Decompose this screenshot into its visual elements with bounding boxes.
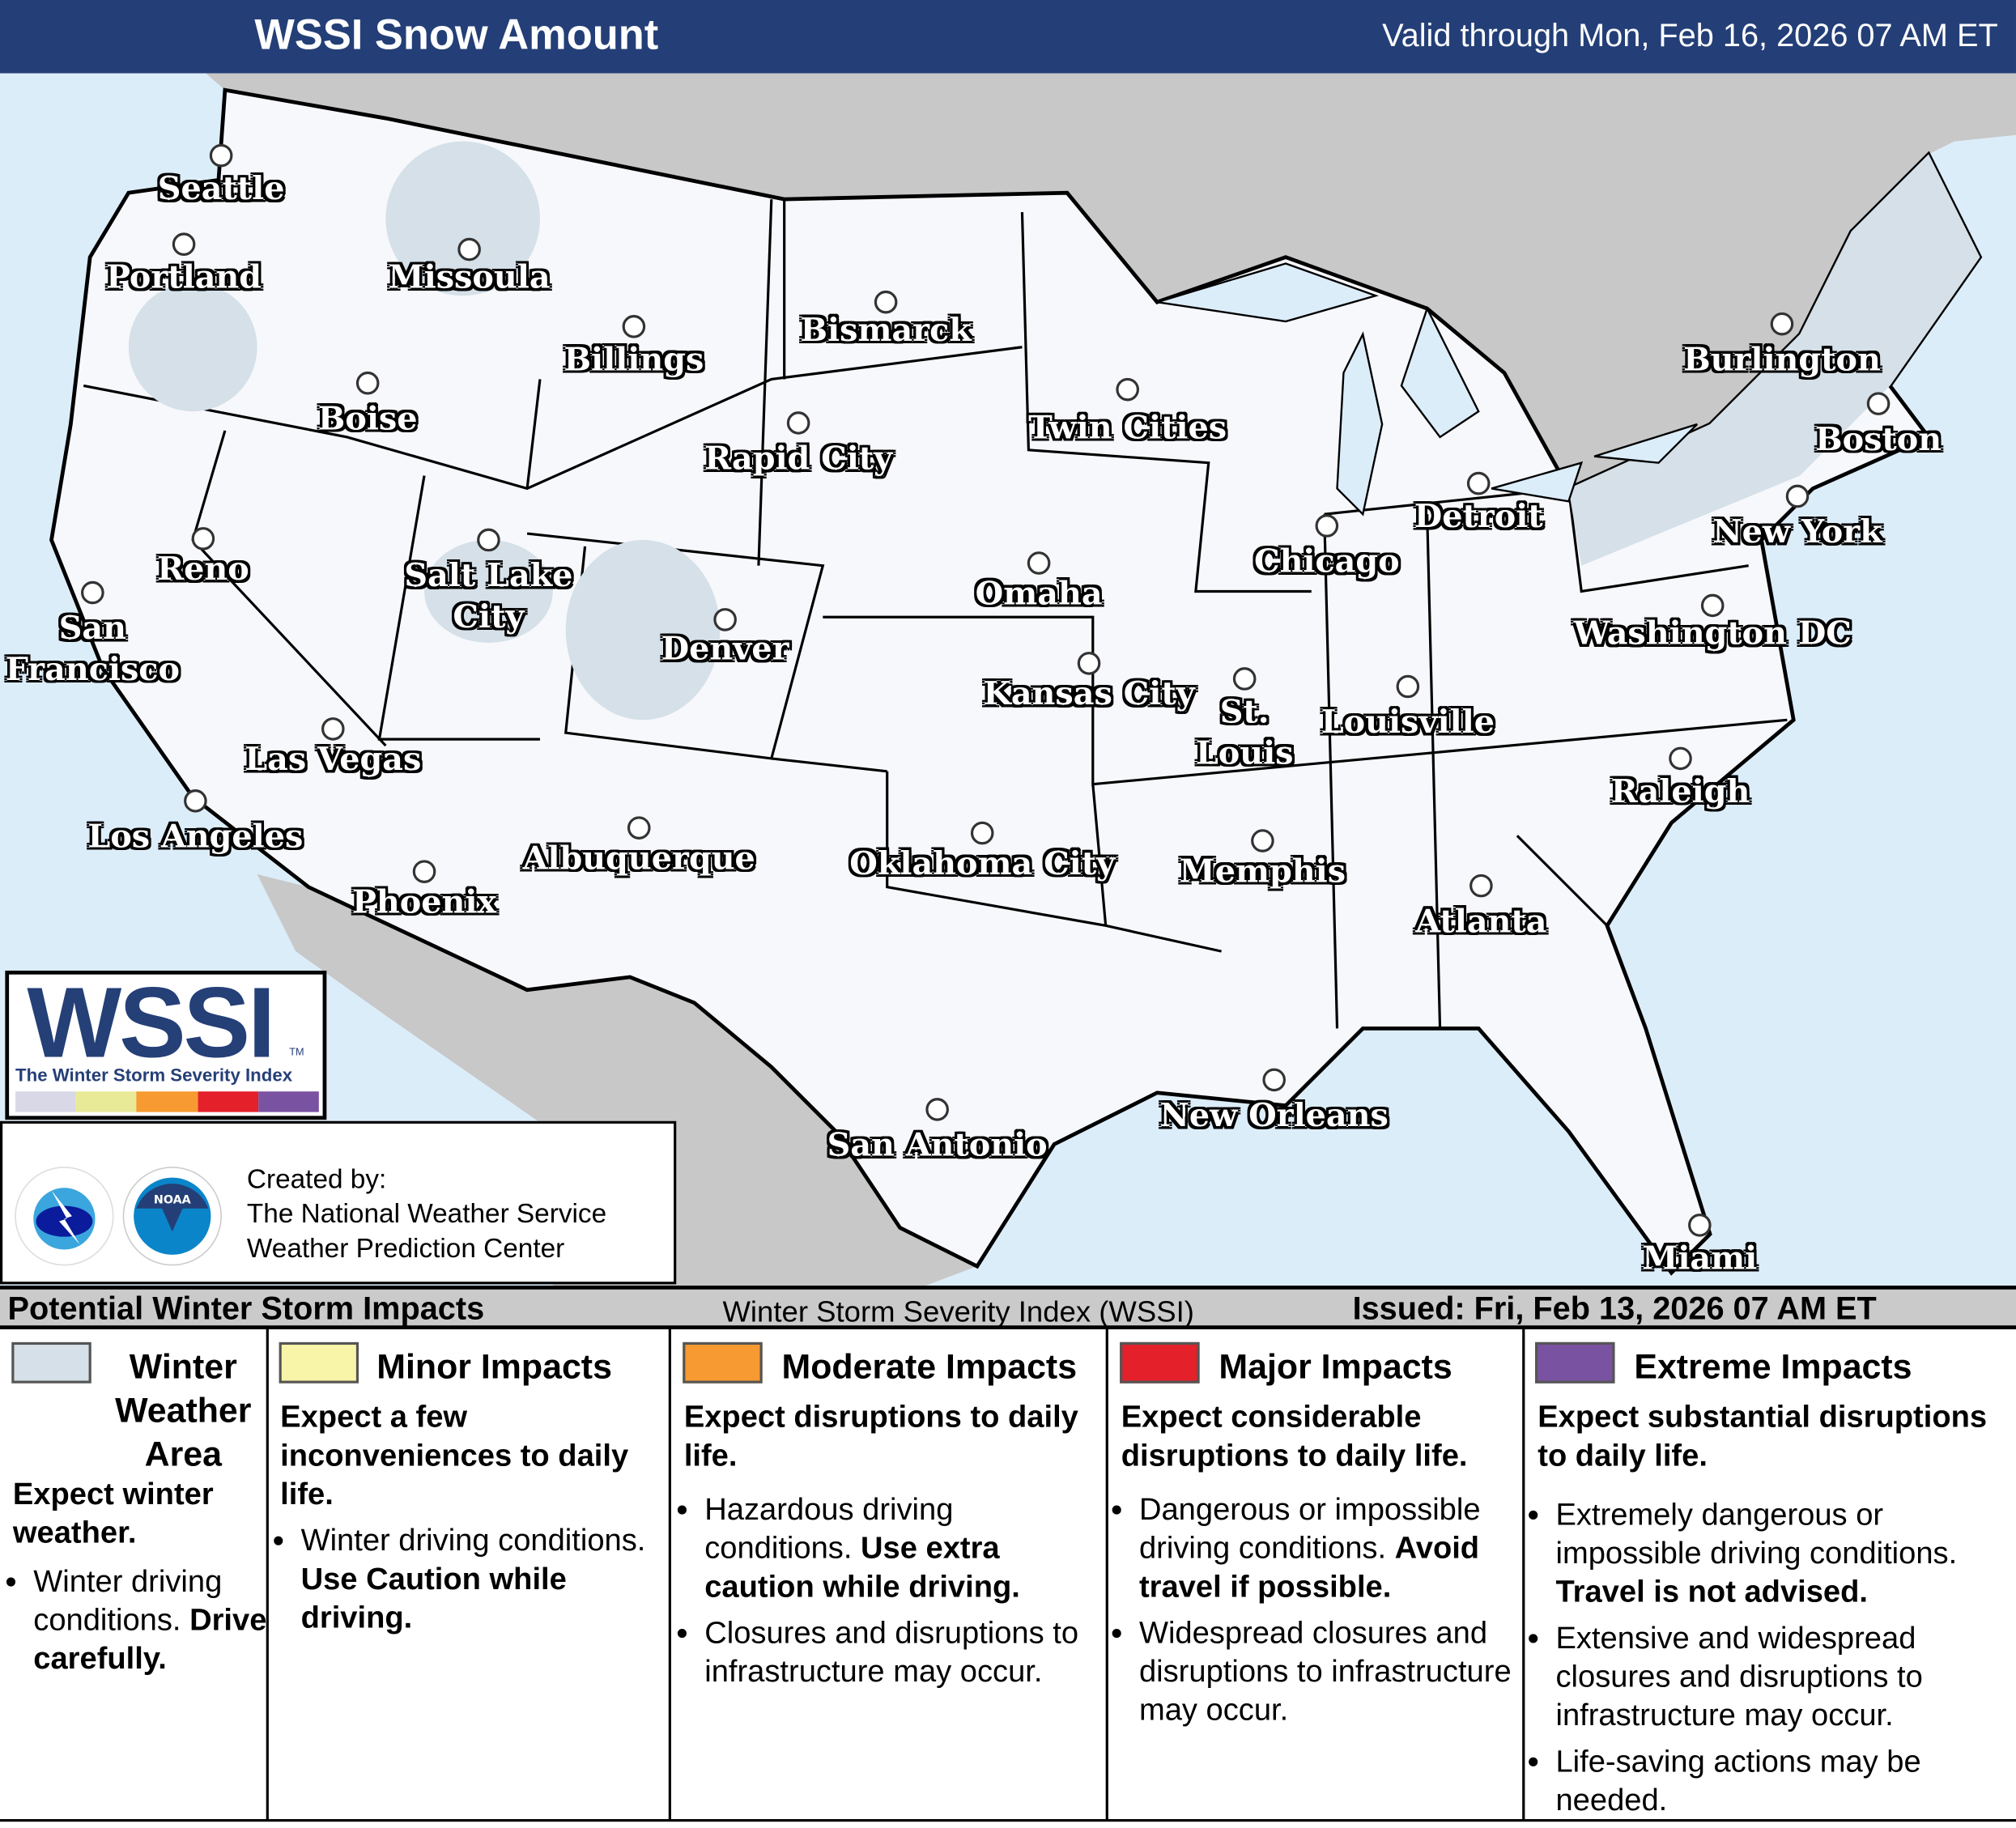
legend-bullet: Widespread closures and disruptions to i… [1139, 1615, 1533, 1731]
credit-line: Weather Prediction Center [246, 1234, 565, 1265]
city-label: Phoenix [352, 882, 497, 921]
city-label: Miami [1642, 1239, 1758, 1277]
legend-head: Expect a few inconveniences to daily lif… [280, 1400, 629, 1512]
canada-land [206, 73, 2016, 489]
city-label: Billings [564, 340, 704, 378]
city-label: Twin Cities [1028, 408, 1227, 447]
city-label: Oklahoma City [849, 844, 1116, 882]
wssi-logo-subtitle: The Winter Storm Severity Index [15, 1064, 293, 1086]
city-label: Salt Lake City [404, 556, 573, 636]
city-label: Memphis [1179, 852, 1346, 890]
legend-head: Expect winter weather. [12, 1477, 214, 1551]
legend-extreme: Extreme Impacts Expect substantial disru… [1525, 1329, 2016, 1819]
legend-bullet: Closures and disruptions to infrastructu… [704, 1615, 1103, 1692]
swatch [1120, 1341, 1200, 1384]
legend-bullet: Extremely dangerous or impossible drivin… [1555, 1496, 2016, 1612]
city-label: Boston [1815, 420, 1942, 458]
city-label: Rapid City [704, 440, 893, 478]
winter-weather-areas [128, 141, 1980, 721]
legend-head: Expect disruptions to daily life. [683, 1400, 1078, 1473]
legend-bullet: Extensive and widespread closures and di… [1555, 1620, 2016, 1736]
city-label: Los Angeles [87, 817, 304, 856]
map-area: Seattle Portland Missoula Billings Bisma… [0, 73, 2016, 1286]
legend-head: Expect substantial disruptions to daily … [1538, 1400, 1988, 1473]
legend-winter-weather: Winter Weather Area Expect winter weathe… [0, 1328, 269, 1820]
city-label: New York [1712, 512, 1882, 551]
city-label: Louisville [1321, 703, 1495, 741]
header: WSSI Snow Amount Valid through Mon, Feb … [0, 0, 2016, 74]
swatch [279, 1341, 359, 1384]
impact-legend: Winter Weather Area Expect winter weathe… [0, 1328, 2016, 1822]
great-lakes [1156, 262, 1699, 517]
legend-bullet: Dangerous or impossible driving conditio… [1139, 1491, 1533, 1607]
city-label: Burlington [1683, 340, 1881, 378]
legend-bullet: Winter driving conditions. Drive careful… [33, 1563, 278, 1679]
credit-box: NOAA Created by: The National Weather Se… [0, 1120, 677, 1285]
city-label: San Francisco [5, 609, 180, 688]
city-label: Albuquerque [522, 839, 755, 878]
credit-text: Created by: The National Weather Service… [247, 1163, 606, 1267]
trademark: TM [289, 1046, 304, 1058]
valid-time: Valid through Mon, Feb 16, 2026 07 AM ET [1382, 18, 1998, 54]
legend-bullet: Hazardous driving conditions. Use extra … [704, 1491, 1103, 1607]
city-label: Boise [317, 399, 418, 437]
city-label: Chicago [1253, 542, 1400, 580]
city-label: Kansas City [983, 674, 1195, 712]
city-label: Bismarck [800, 311, 972, 349]
map-title: WSSI Snow Amount [254, 10, 659, 58]
city-label: Omaha [975, 574, 1103, 612]
legend-title: Moderate Impacts [781, 1347, 1078, 1386]
city-label: New Orleans [1159, 1096, 1389, 1134]
legend-minor: Minor Impacts Expect a few inconvenience… [269, 1328, 674, 1820]
legend-title: Extreme Impacts [1634, 1347, 1912, 1386]
us-land [49, 87, 1983, 1276]
city-label: Washington DC [1573, 614, 1852, 653]
city-label: Raleigh [1610, 772, 1750, 810]
city-label: Las Vegas [245, 740, 422, 778]
legend-title-bar: Potential Winter Storm Impacts Winter St… [0, 1286, 2016, 1329]
legend-heading: Potential Winter Storm Impacts [7, 1290, 485, 1327]
legend-major: Major Impacts Expect considerable disrup… [1108, 1328, 1525, 1820]
city-label: Detroit [1414, 497, 1543, 535]
city-label: Atlanta [1415, 902, 1547, 940]
noaa-logo-icon: NOAA [122, 1167, 222, 1266]
legend-subheading: Winter Storm Severity Index (WSSI) [722, 1294, 1194, 1328]
city-label: Denver [661, 630, 789, 668]
wssi-logo: WSSI TM The Winter Storm Severity Index [5, 966, 327, 1120]
mexico-land [257, 874, 977, 1286]
swatch [1535, 1341, 1615, 1384]
city-label: San Antonio [827, 1126, 1048, 1164]
legend-title: Major Impacts [1219, 1347, 1452, 1386]
wssi-color-bar [15, 1091, 319, 1112]
legend-moderate: Moderate Impacts Expect disruptions to d… [671, 1328, 1108, 1820]
legend-head: Expect considerable disruptions to daily… [1121, 1400, 1468, 1473]
city-label: Seattle [157, 169, 285, 207]
credit-line: The National Weather Service [246, 1199, 607, 1230]
svg-text:NOAA: NOAA [154, 1193, 191, 1206]
legend-bullet: Life-saving actions may be needed. [1555, 1743, 2016, 1820]
map-svg [49, 73, 2016, 1286]
legend-title: Minor Impacts [376, 1347, 612, 1386]
city-label: Reno [157, 550, 249, 588]
wssi-logo-text: WSSI [27, 965, 275, 1079]
nws-logo-icon [15, 1167, 114, 1266]
city-label: St. Louis [1195, 692, 1294, 772]
issued-time: Issued: Fri, Feb 13, 2026 07 AM ET [1352, 1290, 1877, 1327]
credit-line: Created by: [246, 1164, 387, 1195]
swatch [11, 1341, 91, 1384]
city-label: Missoula [388, 258, 551, 296]
city-label: Portland [106, 258, 262, 296]
swatch [683, 1341, 763, 1384]
legend-bullet: Winter driving conditions. Use Caution w… [301, 1522, 674, 1638]
legend-title: Winter Weather Area [115, 1347, 252, 1473]
